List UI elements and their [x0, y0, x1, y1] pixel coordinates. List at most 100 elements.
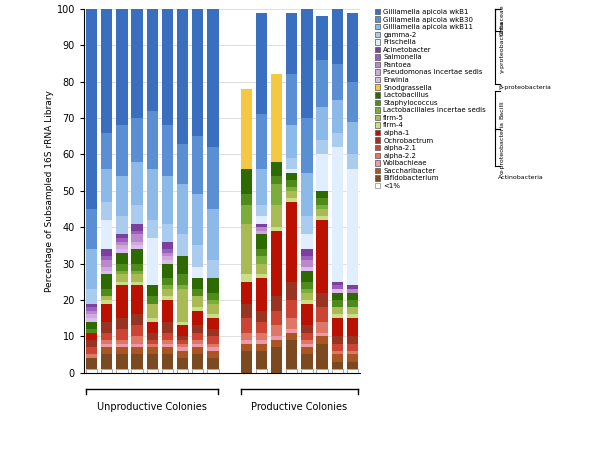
Bar — [301, 282, 313, 289]
Bar — [301, 304, 313, 326]
Bar — [347, 369, 358, 373]
Bar — [256, 278, 267, 311]
Bar — [256, 322, 267, 333]
Bar — [301, 2, 313, 118]
Bar — [116, 343, 128, 347]
Bar — [116, 264, 128, 271]
Bar — [131, 282, 143, 286]
Bar — [316, 107, 328, 140]
Bar — [286, 300, 298, 318]
Bar — [177, 322, 188, 326]
Bar — [116, 2, 128, 125]
Bar — [256, 311, 267, 322]
Bar — [86, 347, 97, 355]
Bar — [316, 140, 328, 154]
Bar — [131, 286, 143, 314]
Bar — [116, 242, 128, 246]
Bar — [332, 343, 343, 351]
Bar — [301, 347, 313, 355]
Bar — [131, 205, 143, 224]
Bar — [131, 314, 143, 326]
Bar — [101, 132, 112, 169]
Bar — [177, 369, 188, 373]
Bar — [192, 347, 203, 355]
Bar — [256, 256, 267, 264]
Bar — [286, 173, 298, 180]
Bar — [271, 176, 282, 184]
Bar — [162, 253, 173, 256]
Bar — [316, 343, 328, 369]
Bar — [347, 169, 358, 286]
Bar — [207, 336, 218, 343]
Bar — [256, 216, 267, 224]
Bar — [286, 340, 298, 369]
Bar — [332, 9, 343, 64]
Bar — [347, 351, 358, 355]
Bar — [207, 314, 218, 318]
Bar — [131, 343, 143, 347]
Bar — [316, 293, 328, 307]
Bar — [101, 369, 112, 373]
Bar — [162, 125, 173, 176]
Bar — [146, 304, 158, 318]
Bar — [192, 340, 203, 343]
Bar — [192, 246, 203, 267]
Bar — [271, 347, 282, 373]
Bar — [207, 0, 218, 147]
Bar — [86, 369, 97, 373]
Bar — [286, 333, 298, 340]
Bar — [207, 147, 218, 209]
Bar — [347, 362, 358, 369]
Bar — [207, 293, 218, 300]
Bar — [347, 307, 358, 314]
Bar — [101, 2, 112, 132]
Bar — [271, 227, 282, 231]
Bar — [162, 5, 173, 125]
Bar — [301, 355, 313, 369]
Bar — [347, 154, 358, 169]
Y-axis label: Percentage of Subsampled 16S rRNA Library: Percentage of Subsampled 16S rRNA Librar… — [45, 90, 54, 292]
Bar — [131, 326, 143, 336]
Bar — [177, 144, 188, 184]
Bar — [316, 369, 328, 373]
Bar — [301, 173, 313, 216]
Bar — [192, 194, 203, 246]
Bar — [177, 256, 188, 274]
Bar — [177, 343, 188, 347]
Bar — [256, 333, 267, 340]
Bar — [116, 286, 128, 318]
Bar — [116, 347, 128, 355]
Bar — [271, 311, 282, 326]
Bar — [347, 355, 358, 362]
Bar — [316, 198, 328, 205]
Bar — [316, 336, 328, 343]
Bar — [271, 184, 282, 205]
Bar — [131, 264, 143, 271]
Bar — [101, 220, 112, 249]
Bar — [207, 278, 218, 293]
Bar — [131, 118, 143, 162]
Bar — [101, 289, 112, 296]
Bar — [116, 282, 128, 286]
Bar — [332, 289, 343, 293]
Bar — [207, 304, 218, 314]
Bar — [316, 220, 328, 293]
Bar — [101, 202, 112, 220]
Bar — [332, 300, 343, 307]
Bar — [162, 333, 173, 340]
Bar — [192, 289, 203, 296]
Bar — [162, 286, 173, 289]
Bar — [301, 333, 313, 340]
Bar — [241, 224, 252, 274]
Bar — [286, 158, 298, 169]
Bar — [192, 369, 203, 373]
Bar — [162, 289, 173, 296]
Bar — [116, 274, 128, 282]
Bar — [101, 300, 112, 304]
Bar — [131, 245, 143, 249]
Bar — [301, 326, 313, 333]
Bar — [162, 340, 173, 343]
Bar — [162, 296, 173, 300]
Bar — [177, 336, 188, 340]
Bar — [192, 0, 203, 136]
